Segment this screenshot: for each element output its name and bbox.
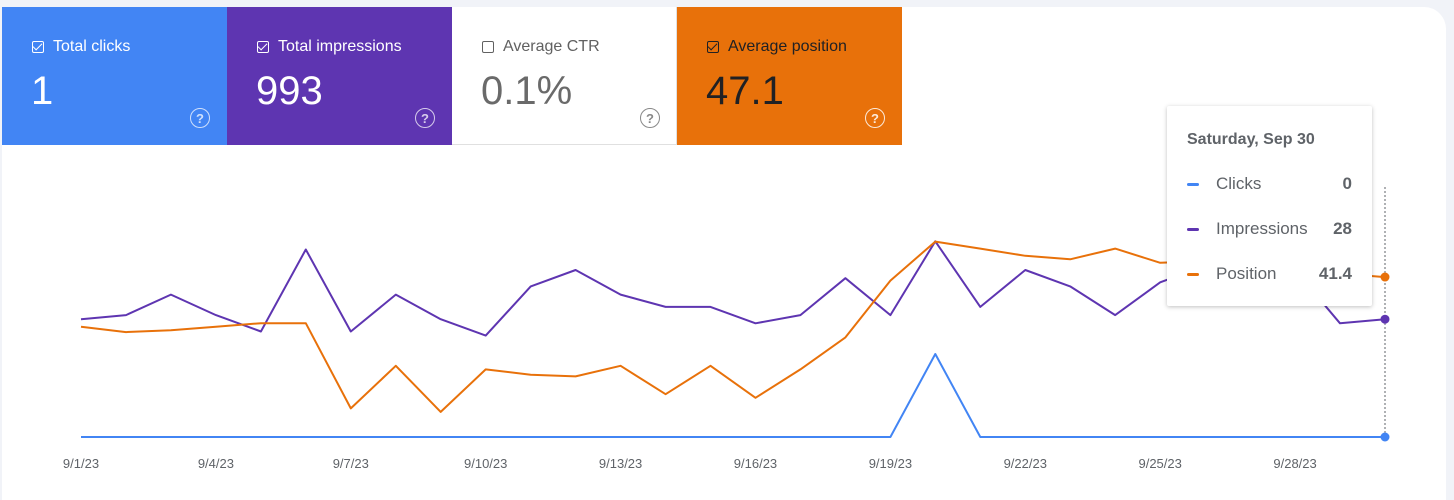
metric-average-ctr[interactable]: Average CTR 0.1% ? — [452, 7, 677, 145]
metric-value: 993 — [256, 69, 323, 113]
x-tick-label: 9/28/23 — [1273, 456, 1316, 471]
metric-label: Average CTR — [503, 38, 600, 55]
metric-value: 1 — [31, 69, 54, 113]
tooltip-series-value: 28 — [1333, 219, 1352, 238]
x-tick-label: 9/16/23 — [734, 456, 777, 471]
hover-point-position — [1380, 272, 1390, 282]
x-tick-label: 9/13/23 — [599, 456, 642, 471]
checkbox-icon[interactable] — [482, 41, 494, 53]
help-icon[interactable]: ? — [415, 108, 435, 128]
x-tick-label: 9/19/23 — [869, 456, 912, 471]
checkbox-icon[interactable] — [707, 41, 719, 53]
metric-value: 0.1% — [481, 69, 573, 113]
legend-swatch-icon — [1187, 272, 1199, 276]
metric-average-position[interactable]: Average position 47.1 ? — [677, 7, 902, 145]
x-tick-label: 9/1/23 — [63, 456, 99, 471]
metric-label: Total clicks — [53, 38, 131, 55]
metric-label: Average position — [728, 38, 847, 55]
x-tick-label: 9/22/23 — [1004, 456, 1047, 471]
x-tick-label: 9/7/23 — [333, 456, 369, 471]
help-icon[interactable]: ? — [190, 108, 210, 128]
tooltip-row-impressions: Impressions 28 — [1187, 219, 1352, 239]
metric-total-impressions[interactable]: Total impressions 993 ? — [227, 7, 452, 145]
x-tick-label: 9/4/23 — [198, 456, 234, 471]
tooltip-row-position: Position 41.4 — [1187, 264, 1352, 284]
tooltip-series-name: Impressions — [1216, 219, 1308, 238]
metric-value: 47.1 — [706, 69, 784, 113]
metric-tabs: Total clicks 1 ? Total impressions 993 ?… — [2, 7, 902, 145]
checkbox-icon[interactable] — [257, 41, 269, 53]
help-icon[interactable]: ? — [865, 108, 885, 128]
x-tick-label: 9/10/23 — [464, 456, 507, 471]
legend-swatch-icon — [1187, 182, 1199, 186]
performance-card: Total clicks 1 ? Total impressions 993 ?… — [2, 7, 1446, 500]
hover-point-clicks — [1380, 432, 1390, 442]
legend-swatch-icon — [1187, 227, 1199, 231]
metric-total-clicks[interactable]: Total clicks 1 ? — [2, 7, 227, 145]
x-tick-label: 9/25/23 — [1138, 456, 1181, 471]
series-line-clicks[interactable] — [81, 353, 1385, 438]
help-icon[interactable]: ? — [640, 108, 660, 128]
tooltip-date: Saturday, Sep 30 — [1187, 131, 1315, 148]
hover-point-impressions — [1380, 314, 1390, 324]
metric-label: Total impressions — [278, 38, 402, 55]
checkbox-icon[interactable] — [32, 41, 44, 53]
tooltip-series-value: 0 — [1342, 174, 1352, 193]
chart-tooltip: Saturday, Sep 30 Clicks 0 Impressions 28… — [1167, 106, 1372, 306]
tooltip-series-value: 41.4 — [1318, 264, 1352, 283]
tooltip-row-clicks: Clicks 0 — [1187, 174, 1352, 194]
tooltip-series-name: Clicks — [1216, 174, 1262, 193]
tooltip-series-name: Position — [1216, 264, 1277, 283]
